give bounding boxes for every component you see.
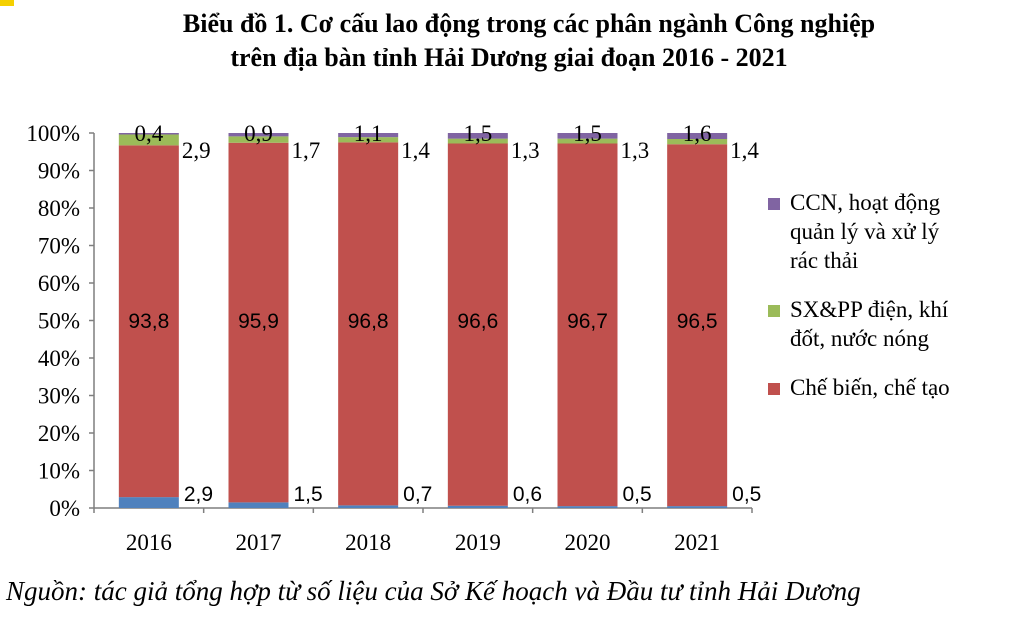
legend-label-ccn-line-3: rác thải [790, 248, 859, 273]
legend-label-chebien-line-1: Chế biến, chế tạo [790, 375, 950, 400]
y-tick-label: 50% [38, 309, 80, 334]
bar-segment-2016-s0 [118, 497, 179, 508]
bar-segment-2017-s2 [228, 136, 289, 143]
data-label-s2: 1,4 [730, 138, 759, 163]
x-category-label: 2020 [565, 530, 611, 555]
data-label-s2: 1,3 [511, 138, 540, 163]
data-label-s3: 1,6 [683, 121, 712, 146]
bar-segment-2019-s1 [447, 143, 508, 506]
bar-segment-2018-s3 [338, 133, 399, 138]
data-label-s1: 96,8 [348, 310, 389, 333]
bar-segment-2018-s0 [338, 505, 399, 508]
bar-segment-2020-s0 [557, 506, 618, 508]
data-label-s1: 96,5 [677, 310, 718, 333]
legend-item-ccn: CCN, hoạt động quản lý và xử lý rác thải [768, 188, 1008, 275]
data-label-s3: 1,1 [354, 121, 383, 146]
data-label-s2: 1,7 [292, 138, 321, 163]
legend-label-sxpp-line-1: SX&PP điện, khí [790, 297, 949, 322]
bar-segment-2016-s1 [118, 145, 179, 498]
data-label-s2: 2,9 [182, 138, 211, 163]
legend-swatch-chebien [768, 383, 780, 395]
bar-segment-2021-s2 [667, 139, 728, 145]
data-label-s3: 0,4 [134, 121, 163, 146]
data-label-s0: 0,5 [623, 483, 652, 506]
data-label-s0: 0,7 [403, 483, 432, 506]
y-tick-label: 90% [38, 159, 80, 184]
source-note: Nguồn: tác giả tổng hợp từ số liệu của S… [6, 576, 861, 606]
bar-segment-2017-s3 [228, 133, 289, 137]
bar-segment-2017-s0 [228, 502, 289, 508]
data-label-s3: 1,5 [573, 121, 602, 146]
chart-title-line-1: Biểu đồ 1. Cơ cấu lao động trong các phâ… [182, 9, 876, 38]
data-label-s3: 0,9 [244, 121, 273, 146]
bar-segment-2020-s3 [557, 133, 618, 139]
bar-segment-2020-s2 [557, 138, 618, 144]
bar-segment-2019-s2 [447, 138, 508, 144]
legend-swatch-ccn [768, 198, 780, 210]
bar-segment-2018-s1 [338, 142, 399, 506]
bar-segment-2021-s1 [667, 144, 728, 507]
x-category-label: 2017 [236, 530, 282, 555]
data-label-s1: 96,7 [567, 310, 608, 333]
y-tick-label: 80% [38, 196, 80, 221]
legend-item-sxpp: SX&PP điện, khí đốt, nước nóng [768, 295, 1008, 353]
y-tick-label: 60% [38, 271, 80, 296]
x-category-label: 2021 [674, 530, 720, 555]
bar-segment-2021-s3 [667, 133, 728, 139]
y-tick-label: 20% [38, 421, 80, 446]
bar-segment-2020-s1 [557, 143, 618, 507]
data-label-s0: 0,6 [513, 483, 542, 506]
bar-segment-2016-s2 [118, 134, 179, 146]
x-category-label: 2018 [345, 530, 391, 555]
data-label-s2: 1,4 [401, 138, 430, 163]
legend-label-ccn-line-2: quản lý và xử lý [790, 219, 940, 244]
y-tick-label: 30% [38, 384, 80, 409]
legend-label-ccn-line-1: CCN, hoạt động [790, 190, 941, 215]
x-category-label: 2016 [126, 530, 172, 555]
legend: CCN, hoạt động quản lý và xử lý rác thải… [768, 188, 1008, 422]
y-tick-label: 70% [38, 234, 80, 259]
x-category-label: 2019 [455, 530, 501, 555]
bar-segment-2018-s2 [338, 137, 399, 143]
data-label-s2: 1,3 [621, 138, 650, 163]
bar-segment-2021-s0 [667, 506, 728, 508]
bar-segment-2019-s3 [447, 133, 508, 139]
data-label-s3: 1,5 [463, 121, 492, 146]
legend-item-chebien: Chế biến, chế tạo [768, 373, 1008, 402]
data-label-s0: 1,5 [294, 483, 323, 506]
y-tick-label: 100% [26, 121, 80, 146]
y-tick-label: 10% [38, 459, 80, 484]
data-label-s1: 96,6 [457, 310, 498, 333]
y-tick-label: 40% [38, 346, 80, 371]
data-label-s1: 95,9 [238, 310, 279, 333]
bar-segment-2019-s0 [447, 505, 508, 508]
legend-label-sxpp-line-2: đốt, nước nóng [790, 326, 929, 351]
y-tick-label: 0% [49, 496, 80, 521]
bar-segment-2017-s1 [228, 142, 289, 503]
chart-title-line-2: trên địa bàn tỉnh Hải Dương giai đoạn 20… [230, 43, 788, 72]
data-label-s0: 2,9 [184, 483, 213, 506]
corner-highlight-mark [0, 0, 14, 6]
data-label-s0: 0,5 [732, 483, 761, 506]
legend-swatch-sxpp [768, 305, 780, 317]
bar-segment-2016-s3 [118, 133, 179, 135]
data-label-s1: 93,8 [128, 310, 169, 333]
